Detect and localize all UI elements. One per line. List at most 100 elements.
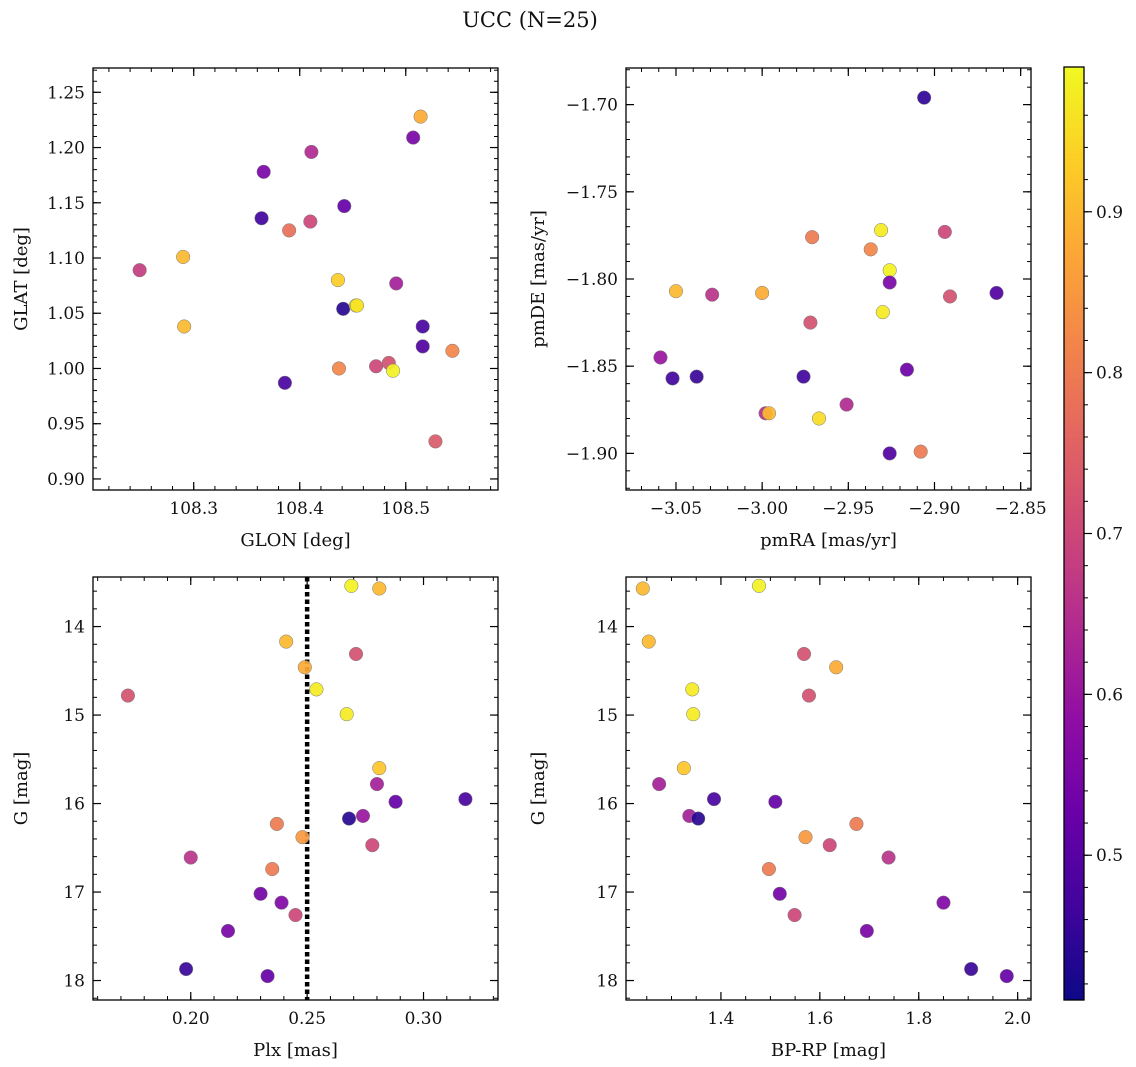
y-axis-label: G [mag] <box>528 752 549 825</box>
scatter-point <box>689 369 704 384</box>
scatter-panel-plx-g: 0.20 0.25 0.30 14 15 16 17 18 Plx [mas] G [mag] <box>11 576 499 1061</box>
scatter-point <box>372 581 387 596</box>
scatter-point <box>653 350 668 365</box>
x-tick-label: −2.95 <box>822 499 874 519</box>
scatter-point <box>668 284 684 299</box>
y-tick-label: −1.85 <box>566 357 618 377</box>
scatter-points <box>653 90 1004 461</box>
scatter-point <box>372 761 387 776</box>
scatter-point <box>768 794 783 809</box>
scatter-point <box>282 223 297 238</box>
scatter-point <box>686 707 701 722</box>
y-tick-label: 16 <box>63 795 85 815</box>
plot-area <box>626 577 1031 1000</box>
scatter-point <box>348 646 364 662</box>
plot-frame <box>625 576 1032 1001</box>
scatter-point <box>691 811 706 826</box>
y-tick-label: 1.00 <box>47 359 85 379</box>
x-tick-label: 1.6 <box>806 1009 833 1029</box>
y-tick-label: 0.90 <box>47 470 85 490</box>
y-axis-label: GLAT [deg] <box>11 227 32 331</box>
plot-frame <box>92 576 499 1001</box>
scatter-point <box>801 688 817 703</box>
scatter-point <box>304 144 319 160</box>
scatter-point <box>277 375 292 390</box>
x-tick-label: 0.25 <box>288 1009 326 1029</box>
y-tick-label: 0.95 <box>47 415 85 435</box>
scatter-point <box>874 223 889 238</box>
scatter-point <box>428 434 443 449</box>
scatter-point <box>796 646 812 662</box>
y-tick-label: −1.70 <box>566 96 618 116</box>
x-tick-label: 1.8 <box>905 1009 932 1029</box>
x-axis-label: Plx [mas] <box>253 1040 338 1061</box>
scatter-point <box>917 90 932 105</box>
x-tick-label: −3.05 <box>650 499 702 519</box>
scatter-point <box>256 164 271 179</box>
scatter-point <box>805 230 820 245</box>
scatter-point <box>999 969 1014 984</box>
colorbar-tick-label: 0.6 <box>1096 685 1123 705</box>
y-tick-label: 1.20 <box>47 139 85 159</box>
scatter-point <box>269 816 284 831</box>
colorbar-tick-label: 0.9 <box>1096 203 1123 223</box>
scatter-point <box>751 578 767 593</box>
scatter-panel-pmra-pmde: −3.05 −3.00 −2.95 −2.90 −2.85 −1.90 −1.85 −1.80… <box>528 67 1047 551</box>
scatter-point <box>253 886 268 901</box>
y-tick-label: 14 <box>63 618 85 638</box>
y-tick-label: 18 <box>596 972 618 992</box>
scatter-point <box>183 850 198 865</box>
x-tick-label: 108.3 <box>169 499 218 519</box>
scatter-point <box>761 406 777 421</box>
scatter-point <box>341 811 357 826</box>
scatter-point <box>882 263 897 278</box>
x-tick-label: −2.85 <box>995 499 1047 519</box>
scatter-point <box>265 861 280 877</box>
scatter-point <box>849 816 864 831</box>
x-tick-label: −2.90 <box>908 499 960 519</box>
scatter-point <box>811 411 827 426</box>
y-tick-label: 15 <box>596 706 618 726</box>
scatter-point <box>297 660 312 675</box>
x-tick-label: 2.0 <box>1004 1009 1031 1029</box>
y-tick-label: 14 <box>596 618 618 638</box>
scatter-point <box>303 214 318 229</box>
scatter-point <box>787 907 802 923</box>
scatter-point <box>863 242 878 257</box>
y-tick-label: 16 <box>596 795 618 815</box>
scatter-point <box>761 861 776 877</box>
scatter-point <box>413 109 428 124</box>
scatter-point <box>330 273 345 288</box>
y-tick-label: −1.90 <box>566 444 618 464</box>
scatter-point <box>120 688 135 703</box>
scatter-point <box>337 199 352 214</box>
scatter-point <box>964 961 979 977</box>
axis-ticks <box>626 68 1031 490</box>
x-axis-label: BP-RP [mag] <box>771 1040 886 1061</box>
scatter-point <box>295 830 310 845</box>
colorbar-frame <box>1063 66 1085 1001</box>
colorbar: 0.5 0.6 0.7 0.8 0.9 <box>1063 66 1123 1001</box>
scatter-point <box>705 287 720 302</box>
scatter-point <box>132 263 147 278</box>
plot-frame <box>625 67 1032 491</box>
scatter-point <box>254 211 269 226</box>
scatter-panel-bprp-g: 1.4 1.6 1.8 2.0 14 15 16 17 18 BP-RP [mag] G [mag] <box>528 576 1032 1061</box>
scatter-point <box>875 305 890 320</box>
scatter-point <box>339 707 354 722</box>
scatter-point <box>822 838 837 853</box>
scatter-point <box>369 777 385 792</box>
x-axis-label: GLON [deg] <box>240 530 350 551</box>
scatter-point <box>942 289 958 304</box>
y-tick-label: 1.25 <box>47 83 85 103</box>
scatter-point <box>796 369 811 384</box>
scatter-point <box>665 371 680 386</box>
scatter-point <box>309 682 324 697</box>
colorbar-tick-label: 0.8 <box>1096 364 1123 384</box>
y-tick-label: 17 <box>63 883 85 903</box>
scatter-point <box>385 363 401 378</box>
plot-frame <box>92 67 499 491</box>
scatter-point <box>798 830 813 845</box>
y-tick-label: 18 <box>63 972 85 992</box>
scatter-point <box>406 130 421 145</box>
